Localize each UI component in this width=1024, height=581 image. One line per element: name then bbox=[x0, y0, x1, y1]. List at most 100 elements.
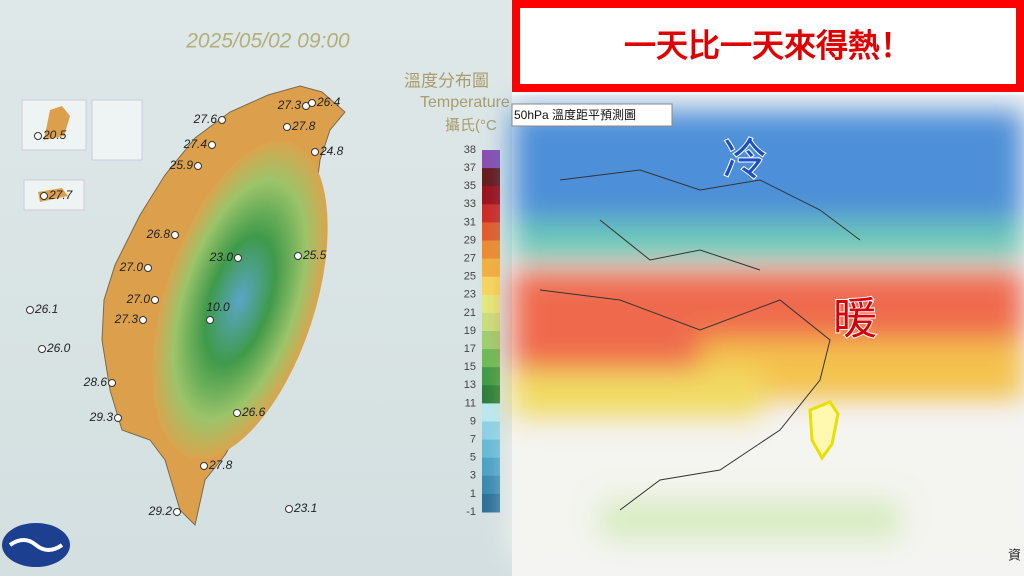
station-temperature: 27.6 bbox=[193, 112, 218, 126]
station-dot bbox=[139, 316, 147, 324]
legend-swatch bbox=[482, 385, 500, 404]
legend-tick: 38 bbox=[464, 144, 476, 156]
legend-swatch bbox=[482, 150, 500, 169]
station-temperature: 29.2 bbox=[148, 504, 173, 518]
station-temperature: 25.5 bbox=[302, 248, 327, 262]
station-dot bbox=[208, 141, 216, 149]
legend-tick: 7 bbox=[470, 434, 476, 446]
station-temperature: 27.8 bbox=[291, 119, 316, 133]
station-dot bbox=[234, 254, 242, 262]
station-dot bbox=[114, 414, 122, 422]
station-temperature: 27.3 bbox=[277, 98, 302, 112]
island bbox=[44, 106, 70, 140]
station-dot bbox=[108, 379, 116, 387]
legend-tick: 3 bbox=[470, 470, 476, 482]
banner-text: 一天比一天來得熱！ bbox=[624, 27, 912, 63]
legend-swatch bbox=[482, 258, 500, 278]
legend-swatch bbox=[482, 367, 500, 386]
source-label: 資 bbox=[1008, 547, 1021, 562]
legend-swatch bbox=[482, 421, 500, 441]
legend-tick: 29 bbox=[464, 234, 476, 246]
legend-tick: 9 bbox=[470, 415, 476, 427]
station-dot bbox=[283, 123, 291, 131]
legend-tick: 13 bbox=[464, 379, 476, 391]
legend-swatch bbox=[482, 403, 500, 422]
station-temperature: 29.3 bbox=[89, 410, 114, 424]
station-temperature: 26.4 bbox=[316, 95, 341, 109]
station-dot bbox=[285, 505, 293, 513]
station-dot bbox=[194, 162, 202, 170]
legend-tick: 5 bbox=[470, 452, 476, 464]
station-temperature: 20.5 bbox=[42, 128, 67, 142]
banner-box bbox=[520, 8, 1016, 84]
station-dot bbox=[38, 345, 46, 353]
legend-tick: 21 bbox=[464, 307, 476, 319]
map-title-box bbox=[511, 103, 673, 127]
legend-tick: 31 bbox=[464, 216, 476, 228]
legend-tick: 33 bbox=[464, 198, 476, 210]
cold-label: 冷 bbox=[723, 136, 767, 185]
legend-swatch bbox=[482, 349, 500, 368]
legend-unit: 攝氏(°C bbox=[445, 117, 497, 134]
legend-swatch bbox=[482, 186, 500, 205]
legend-tick: 37 bbox=[464, 162, 476, 174]
station-temperature: 10.0 bbox=[206, 300, 230, 314]
station-temperature: 24.8 bbox=[319, 144, 344, 158]
legend-tick: 1 bbox=[470, 488, 476, 500]
legend-tick: 27 bbox=[464, 253, 476, 265]
legend-tick: 15 bbox=[464, 361, 476, 373]
legend-tick: 17 bbox=[464, 343, 476, 355]
warm-label: 暖 bbox=[833, 295, 877, 344]
station-dot bbox=[26, 306, 34, 314]
station-temperature: 26.1 bbox=[34, 302, 58, 316]
legend-swatch bbox=[482, 276, 500, 296]
legend-tick: 23 bbox=[464, 289, 476, 301]
station-dot bbox=[173, 508, 181, 516]
logo-mark bbox=[8, 538, 64, 552]
inset-box bbox=[91, 99, 143, 161]
legend-swatch bbox=[482, 312, 500, 332]
legend-tick: 19 bbox=[464, 325, 476, 337]
station-temperature: 27.7 bbox=[48, 188, 74, 202]
legend-swatch bbox=[482, 457, 500, 477]
station-temperature: 26.8 bbox=[146, 227, 171, 241]
station-temperature: 23.0 bbox=[209, 250, 234, 264]
legend-swatch bbox=[482, 493, 500, 513]
legend-title: 溫度分布圖 bbox=[404, 71, 489, 90]
legend-swatch bbox=[482, 222, 500, 241]
legend-tick: -1 bbox=[466, 506, 476, 518]
station-dot bbox=[34, 132, 42, 140]
station-temperature: 27.0 bbox=[119, 260, 144, 274]
station-temperature: 27.8 bbox=[208, 458, 233, 472]
mountain-range bbox=[152, 141, 328, 459]
station-dot bbox=[206, 316, 214, 324]
station-temperature: 25.9 bbox=[169, 158, 194, 172]
station-dot bbox=[151, 296, 159, 304]
station-dot bbox=[311, 148, 319, 156]
timestamp: 2025/05/02 09:00 bbox=[185, 30, 350, 53]
anomaly-map bbox=[512, 95, 1024, 576]
station-temperature: 23.1 bbox=[293, 501, 317, 515]
station-dot bbox=[294, 252, 302, 260]
station-temperature: 27.3 bbox=[114, 312, 139, 326]
legend-swatch bbox=[482, 240, 500, 260]
map-title: 50hPa 溫度距平預測圖 bbox=[514, 107, 636, 122]
station-dot bbox=[218, 116, 226, 124]
legend-swatch bbox=[482, 475, 500, 495]
station-dot bbox=[144, 264, 152, 272]
legend-swatch bbox=[482, 168, 500, 187]
station-dot bbox=[233, 409, 241, 417]
legend-swatch bbox=[482, 294, 500, 314]
station-dot bbox=[171, 231, 179, 239]
legend-swatch bbox=[482, 439, 500, 459]
legend-subtitle: Temperature bbox=[420, 94, 510, 111]
station-dot bbox=[308, 99, 316, 107]
station-temperature: 27.0 bbox=[126, 292, 151, 306]
station-dot bbox=[200, 462, 208, 470]
legend-tick: 11 bbox=[465, 397, 476, 409]
station-dot bbox=[40, 192, 48, 200]
legend-tick: 35 bbox=[464, 180, 476, 192]
legend-tick: 25 bbox=[464, 271, 476, 283]
